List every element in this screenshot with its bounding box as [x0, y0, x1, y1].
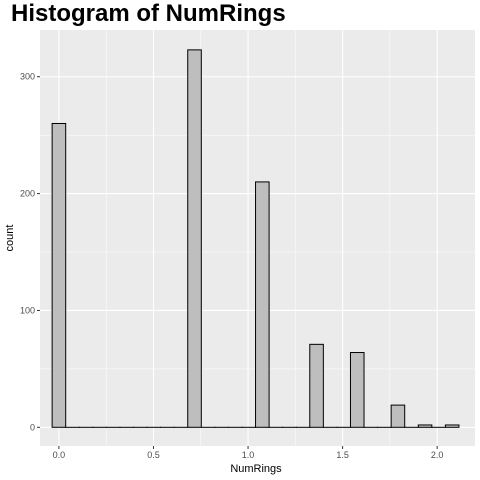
x-tick-label: 2.0: [431, 450, 444, 460]
x-axis-title: NumRings: [230, 463, 282, 475]
y-tick-label: 100: [20, 305, 35, 315]
histogram-bar: [309, 343, 324, 428]
chart-title: Histogram of NumRings: [11, 0, 286, 27]
histogram-bar: [444, 424, 460, 428]
histogram-bar: [349, 352, 365, 428]
x-tick-label: 1.5: [336, 450, 349, 460]
histogram-bar: [390, 404, 406, 428]
y-tick-label: 0: [30, 422, 35, 432]
histogram-bar: [187, 49, 202, 428]
bars: [51, 49, 460, 428]
y-axis-ticks: 0 100 200 300: [20, 72, 40, 432]
x-axis-ticks: 0.0 0.5 1.0 1.5 2.0: [53, 446, 444, 460]
x-tick-label: 0.0: [53, 450, 66, 460]
y-axis-title: count: [4, 225, 16, 252]
histogram-bar: [255, 181, 270, 428]
y-tick-label: 200: [20, 189, 35, 199]
histogram-bar: [417, 424, 433, 428]
x-tick-label: 1.0: [242, 450, 255, 460]
grid-minor: [40, 30, 475, 446]
histogram-bar: [51, 122, 67, 428]
x-tick-label: 0.5: [147, 450, 160, 460]
y-tick-label: 300: [20, 72, 35, 82]
